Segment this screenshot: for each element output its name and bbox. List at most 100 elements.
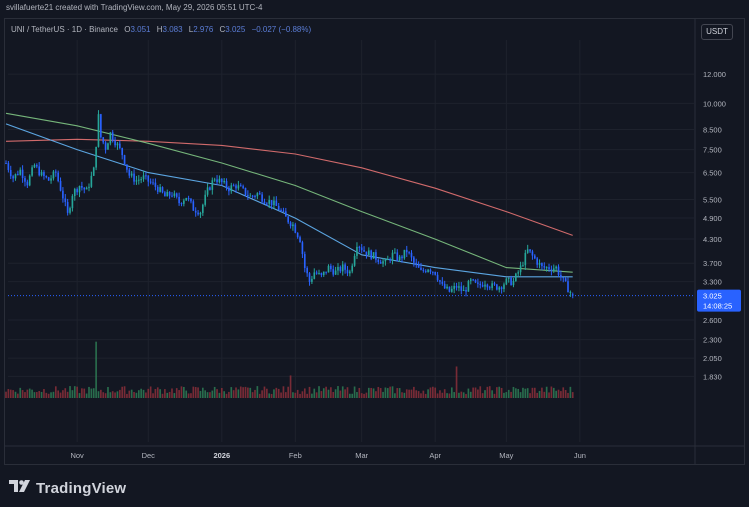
candle-body: [5, 163, 7, 165]
volume-bar: [280, 392, 282, 398]
y-tick-label: 6.500: [703, 169, 722, 178]
volume-bar: [83, 388, 86, 398]
candle-body: [225, 180, 228, 188]
candle-body: [95, 146, 97, 168]
candle-body: [166, 191, 169, 197]
last-price-tag: [697, 289, 741, 312]
tradingview-brand[interactable]: TradingView: [8, 478, 126, 499]
candle-body: [344, 264, 346, 270]
candle-body: [408, 252, 410, 254]
volume-bar: [398, 388, 401, 398]
volume-bar: [114, 392, 116, 398]
candle-body: [503, 284, 505, 289]
chart-frame: [4, 18, 745, 465]
candle-body: [296, 232, 299, 238]
candle-body: [301, 242, 304, 255]
volume-bar: [206, 392, 209, 398]
volume-bar: [266, 388, 268, 398]
volume-bar: [81, 388, 83, 398]
volume-bar: [173, 393, 176, 398]
x-tick-label: Apr: [429, 451, 441, 460]
volume-bar: [325, 386, 327, 398]
ma-mid-line: [5, 112, 573, 273]
y-tick-label: 10.000: [703, 99, 726, 108]
candle-body: [199, 212, 202, 215]
candle-body: [526, 249, 529, 253]
candle-body: [403, 249, 406, 259]
candle-body: [223, 180, 225, 183]
candle-body: [510, 277, 512, 286]
candle-body: [123, 155, 126, 165]
volume-bar: [292, 392, 294, 398]
volume-bar: [536, 392, 539, 398]
volume-bar: [327, 389, 330, 398]
volume-bar: [35, 392, 38, 398]
volume-bar: [384, 387, 387, 398]
volume-bar: [394, 393, 396, 398]
volume-bar: [299, 393, 301, 398]
candle-body: [178, 196, 180, 204]
candle-body: [330, 265, 332, 270]
volume-bar: [533, 387, 536, 398]
volume-bar: [121, 386, 124, 398]
volume-bar: [78, 393, 81, 398]
candle-body: [135, 180, 138, 182]
candle-body: [154, 182, 157, 187]
candle-body: [533, 255, 536, 259]
candle-body: [57, 172, 59, 182]
credit-line: svillafuerte21 created with TradingView.…: [6, 3, 263, 12]
volume-bar: [73, 386, 76, 398]
candle-body: [500, 287, 503, 289]
volume-bar: [164, 389, 166, 398]
candle-body: [424, 270, 427, 272]
candle-body: [126, 164, 128, 170]
volume-bar: [441, 392, 444, 398]
candle-body: [130, 173, 133, 176]
volume-bar: [515, 388, 517, 398]
volume-bar: [545, 386, 548, 398]
currency-button[interactable]: USDT: [701, 24, 733, 40]
candle-body: [168, 191, 171, 196]
volume-bar: [166, 392, 169, 398]
candle-body: [45, 176, 48, 178]
y-tick-label: 7.500: [703, 146, 722, 155]
candle-body: [443, 283, 446, 289]
volume-bar: [349, 393, 351, 398]
volume-bar: [178, 390, 180, 398]
candle-body: [557, 266, 560, 275]
candle-body: [19, 169, 22, 175]
y-tick-label: 5.500: [703, 195, 722, 204]
candle-body: [92, 167, 95, 176]
candle-body: [142, 175, 145, 180]
volume-bar: [439, 390, 441, 398]
volume-bar: [360, 393, 363, 398]
candle-body: [486, 284, 489, 288]
candle-body: [88, 186, 90, 188]
candle-body: [133, 173, 135, 182]
candle-body: [522, 265, 524, 267]
volume-bar: [47, 393, 50, 398]
volume-bar: [199, 390, 202, 398]
candle-body: [370, 250, 373, 259]
candle-body: [159, 187, 161, 192]
volume-bar: [569, 386, 572, 398]
candle-body: [448, 286, 451, 292]
candle-body: [43, 172, 45, 177]
candle-body: [59, 181, 62, 191]
change-value: −0.027 (−0.88%): [251, 25, 312, 34]
volume-bar: [460, 391, 463, 398]
volume-bar: [446, 393, 448, 398]
volume-bar: [296, 389, 299, 398]
volume-bar: [465, 393, 467, 398]
volume-bar: [313, 388, 316, 398]
volume-bar: [126, 393, 128, 398]
volume-bar: [88, 386, 90, 398]
volume-bar: [175, 388, 178, 398]
volume-bar: [284, 392, 287, 398]
x-tick-label: Nov: [70, 451, 84, 460]
volume-bar: [477, 389, 479, 398]
symbol-label: UNI / TetherUS · 1D · Binance: [11, 25, 119, 34]
